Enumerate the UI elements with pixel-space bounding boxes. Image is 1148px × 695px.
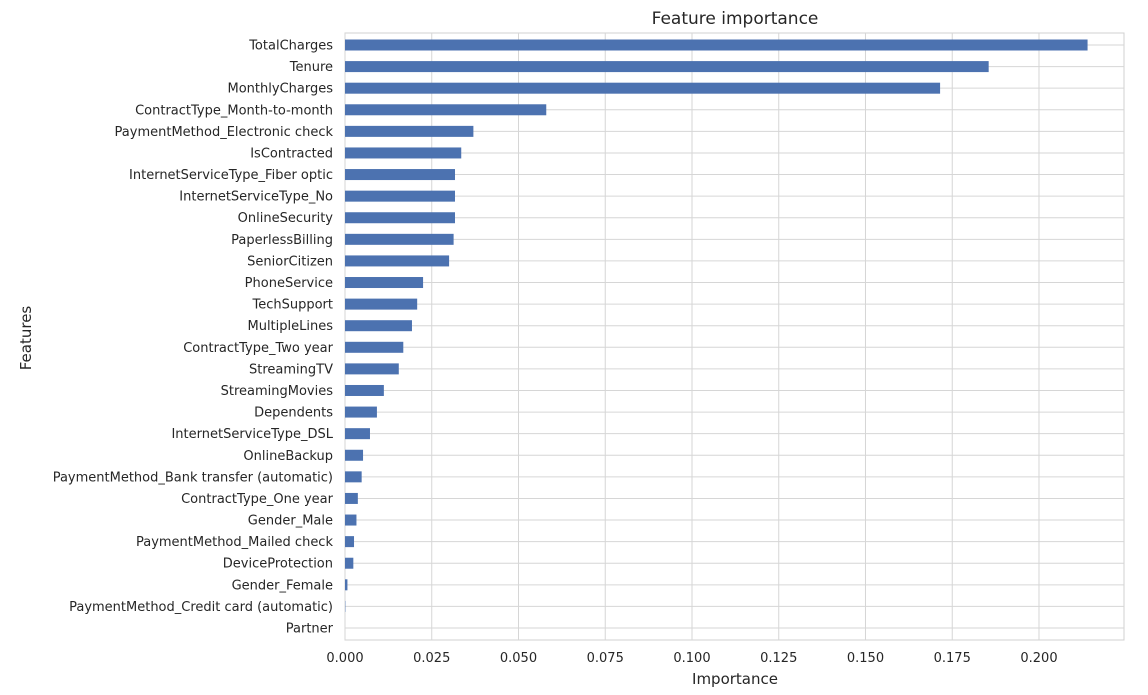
y-tick-label: InternetServiceType_Fiber optic <box>129 168 333 183</box>
y-tick-label: Tenure <box>289 60 333 75</box>
bar <box>345 277 424 289</box>
y-tick-label: PaperlessBilling <box>231 233 333 248</box>
bar <box>345 255 450 267</box>
x-tick-label: 0.175 <box>934 651 971 666</box>
y-tick-label: OnlineSecurity <box>238 211 334 226</box>
y-tick-label: ContractType_Month-to-month <box>135 103 333 118</box>
bar <box>345 428 370 440</box>
y-axis-title: Features <box>17 306 35 371</box>
bar <box>345 557 354 569</box>
y-tick-label: DeviceProtection <box>223 557 333 572</box>
x-tick-label: 0.025 <box>413 651 450 666</box>
bar <box>345 190 455 202</box>
bar <box>345 82 941 94</box>
y-tick-label: ContractType_One year <box>181 492 334 507</box>
y-tick-label: ContractType_Two year <box>183 341 333 356</box>
bar <box>345 61 989 73</box>
y-tick-label: PhoneService <box>245 276 333 291</box>
bar <box>345 104 547 116</box>
y-tick-label: InternetServiceType_No <box>179 190 333 205</box>
bar <box>345 406 377 418</box>
x-tick-label: 0.075 <box>587 651 624 666</box>
y-tick-label: MultipleLines <box>247 319 333 334</box>
y-tick-label: TotalCharges <box>248 39 333 54</box>
y-tick-label: PaymentMethod_Electronic check <box>115 125 334 140</box>
bar <box>345 363 399 375</box>
bar <box>345 39 1088 51</box>
y-tick-label: Gender_Female <box>232 578 333 593</box>
bar <box>345 212 455 224</box>
y-tick-label: StreamingMovies <box>221 384 334 399</box>
y-tick-labels: TotalCharges Tenure MonthlyCharges Contract… <box>53 39 334 637</box>
bar <box>345 579 348 591</box>
y-tick-label: PaymentMethod_Bank transfer (automatic) <box>53 470 333 485</box>
bar <box>345 298 418 310</box>
bar-layer <box>345 39 1088 612</box>
bar <box>345 320 412 332</box>
y-tick-label: StreamingTV <box>249 362 333 377</box>
x-axis-title: Importance <box>692 670 778 688</box>
bar <box>345 169 455 181</box>
x-tick-labels: 0.000 0.025 0.050 0.075 0.100 0.125 0.150 0.175… <box>326 651 1057 666</box>
bar <box>345 514 357 526</box>
bar <box>345 341 404 353</box>
y-tick-label: IsContracted <box>250 146 333 161</box>
y-tick-label: Partner <box>286 622 334 637</box>
x-tick-label: 0.125 <box>760 651 797 666</box>
bar <box>345 147 462 159</box>
y-tick-label: TechSupport <box>251 298 333 313</box>
bar <box>345 471 362 483</box>
bar <box>345 125 474 137</box>
x-tick-label: 0.200 <box>1020 651 1057 666</box>
bar <box>345 536 355 548</box>
chart-title: Feature importance <box>652 9 819 29</box>
y-tick-label: MonthlyCharges <box>228 82 334 97</box>
plot-area <box>344 32 1125 641</box>
bar <box>345 449 364 461</box>
y-tick-label: OnlineBackup <box>243 449 333 464</box>
y-tick-label: InternetServiceType_DSL <box>171 427 333 442</box>
y-tick-label: Gender_Male <box>248 514 333 529</box>
x-tick-label: 0.000 <box>326 651 363 666</box>
x-tick-label: 0.100 <box>673 651 710 666</box>
x-tick-label: 0.150 <box>847 651 884 666</box>
y-tick-label: Dependents <box>254 406 333 421</box>
bar <box>345 233 454 245</box>
y-tick-label: PaymentMethod_Credit card (automatic) <box>69 600 333 615</box>
x-tick-label: 0.050 <box>500 651 537 666</box>
bar <box>345 492 358 504</box>
y-tick-label: SeniorCitizen <box>247 254 333 269</box>
bar <box>345 384 384 396</box>
y-tick-label: PaymentMethod_Mailed check <box>136 535 333 550</box>
